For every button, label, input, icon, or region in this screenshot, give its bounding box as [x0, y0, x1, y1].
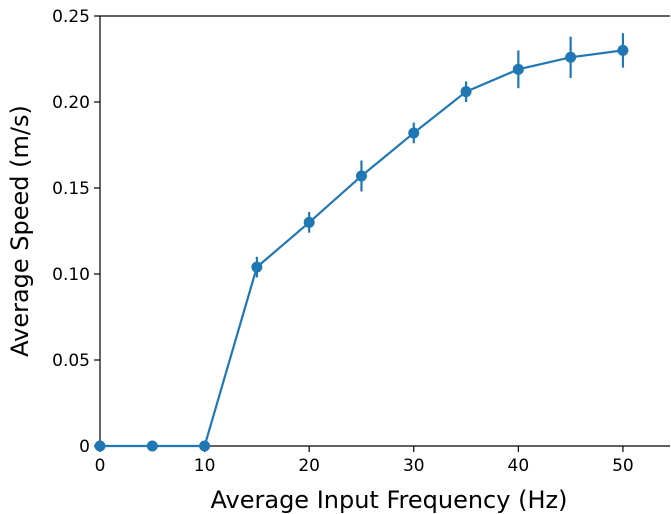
data-point [251, 261, 263, 273]
series-line [100, 49, 624, 448]
x-tick-label: 10 [194, 456, 216, 476]
data-point [460, 86, 472, 98]
data-point [408, 127, 420, 139]
y-tick-label: 0.15 [52, 179, 90, 199]
x-ticks: 0 10 20 30 40 50 [95, 446, 634, 476]
data-point [94, 440, 106, 452]
data-point [617, 44, 629, 56]
y-tick-label: 0.25 [52, 7, 90, 27]
y-tick-label: 0.05 [52, 351, 90, 371]
x-tick-label: 30 [403, 456, 425, 476]
x-axis-label: Average Input Frequency (Hz) [211, 486, 568, 514]
y-tick-label: 0.10 [52, 265, 90, 285]
data-point [199, 440, 211, 452]
y-tick-label: 0 [79, 437, 90, 457]
y-axis-label: Average Speed (m/s) [6, 105, 34, 357]
data-point [303, 216, 315, 228]
plot-area [94, 33, 629, 452]
data-point [565, 51, 577, 63]
x-tick-label: 50 [612, 456, 634, 476]
x-tick-label: 0 [95, 456, 106, 476]
y-tick-label: 0.20 [52, 93, 90, 113]
data-point [355, 170, 367, 182]
axes [99, 15, 670, 447]
data-point [512, 63, 524, 75]
data-point [146, 440, 158, 452]
x-tick-label: 20 [298, 456, 320, 476]
y-ticks: 0 0.05 0.10 0.15 0.20 0.25 [52, 7, 100, 457]
x-tick-label: 40 [508, 456, 530, 476]
